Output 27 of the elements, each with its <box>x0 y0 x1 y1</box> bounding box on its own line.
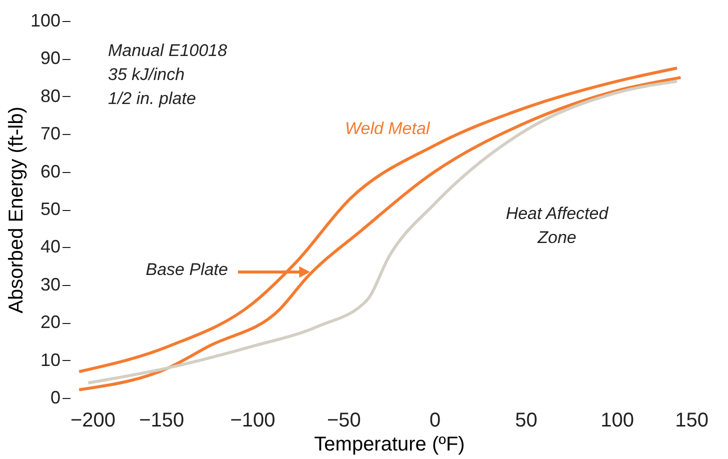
x-tick-label: −200 <box>70 410 116 432</box>
annotation: Base Plate <box>146 260 228 279</box>
annotation: Weld Metal <box>345 119 431 138</box>
x-tick-label: 0 <box>430 410 441 432</box>
y-tick-label: 50 <box>40 199 60 219</box>
y-tick-label: 0 <box>50 388 60 408</box>
y-tick-label: 90 <box>40 48 60 68</box>
y-axis-title: Absorbed Energy (ft-lb) <box>5 106 28 314</box>
x-tick-label: 50 <box>515 410 538 432</box>
y-tick-label: 40 <box>40 236 60 257</box>
y-tick-label: 30 <box>40 274 60 294</box>
x-tick-label: 150 <box>675 410 708 432</box>
annotation: Heat Affected Zone <box>506 204 609 247</box>
y-tick-label: 60 <box>40 161 60 182</box>
x-tick-label: −100 <box>230 410 276 432</box>
x-tick-label: 100 <box>600 410 634 432</box>
y-tick-label: 20 <box>40 312 60 332</box>
y-tick-label: 100 <box>30 10 60 30</box>
y-tick-label: 10 <box>40 350 60 370</box>
x-axis-title: Temperature (ºF) <box>314 434 465 456</box>
y-tick-label: 70 <box>40 124 60 144</box>
x-tick-label: −150 <box>139 410 184 432</box>
annotation: 1/2 in. plate <box>108 89 196 108</box>
y-tick-label: 80 <box>40 86 60 106</box>
annotation: 35 kJ/inch <box>108 65 185 84</box>
annotation: Manual E10018 <box>108 41 228 60</box>
x-tick-label: −50 <box>326 410 361 432</box>
